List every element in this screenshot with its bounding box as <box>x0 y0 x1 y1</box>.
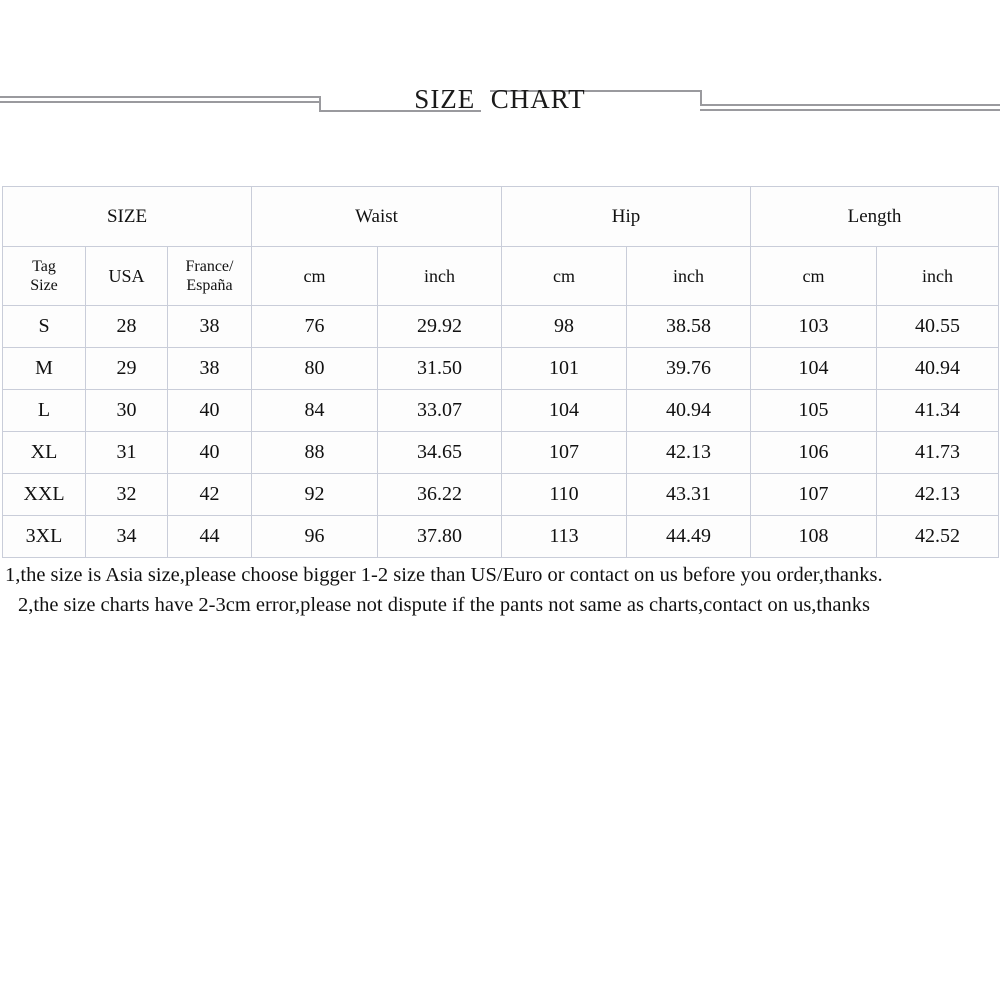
decorative-rule-left-lower-2 <box>405 110 481 112</box>
cell-tag-size: S <box>2 305 86 348</box>
cell-hip-cm: 107 <box>501 431 628 474</box>
sub-header-length-cm: cm <box>750 246 878 306</box>
cell-length-cm: 108 <box>750 515 878 558</box>
sub-header-row: Tag Size USA France/España cm inch cm inc… <box>2 246 1000 306</box>
cell-waist-inch: 36.22 <box>376 473 503 516</box>
cell-tag-size: XXL <box>2 473 86 516</box>
group-header-waist: Waist <box>250 186 503 247</box>
cell-france-espana: 38 <box>167 305 252 348</box>
group-header-row: SIZE Waist Hip Length <box>2 186 1000 247</box>
footnote-2: 2,the size charts have 2-3cm error,pleas… <box>18 594 870 616</box>
cell-france-espana: 44 <box>167 515 252 558</box>
footnote-1: 1,the size is Asia size,please choose bi… <box>5 564 883 586</box>
cell-length-cm: 103 <box>750 305 878 348</box>
cell-hip-inch: 38.58 <box>626 305 752 348</box>
cell-length-inch: 40.94 <box>876 347 1000 390</box>
cell-hip-cm: 113 <box>501 515 628 558</box>
sub-header-usa: USA <box>85 246 168 306</box>
cell-usa: 29 <box>85 347 168 390</box>
footnotes: 1,the size is Asia size,please choose bi… <box>0 560 1000 620</box>
table-row: L 30 40 84 33.07 104 40.94 105 41.34 <box>2 389 1000 432</box>
cell-usa: 31 <box>85 431 168 474</box>
sub-header-tag-size: Tag Size <box>2 246 86 306</box>
table-row: M 29 38 80 31.50 101 39.76 104 40.94 <box>2 347 1000 390</box>
cell-waist-cm: 96 <box>251 515 378 558</box>
sub-header-hip-inch: inch <box>626 246 752 306</box>
cell-hip-cm: 101 <box>501 347 628 390</box>
cell-waist-inch: 31.50 <box>376 347 503 390</box>
group-header-hip: Hip <box>501 186 752 247</box>
cell-waist-cm: 92 <box>251 473 378 516</box>
page-title: SIZE CHART <box>414 84 586 114</box>
cell-length-inch: 40.55 <box>876 305 1000 348</box>
cell-tag-size: 3XL <box>2 515 86 558</box>
cell-length-cm: 107 <box>750 473 878 516</box>
cell-france-espana: 42 <box>167 473 252 516</box>
cell-tag-size: XL <box>2 431 86 474</box>
sub-header-length-inch: inch <box>876 246 1000 306</box>
cell-france-espana: 38 <box>167 347 252 390</box>
sub-header-hip-cm: cm <box>501 246 628 306</box>
cell-length-inch: 42.52 <box>876 515 1000 558</box>
cell-length-cm: 105 <box>750 389 878 432</box>
table-row: S 28 38 76 29.92 98 38.58 103 40.55 <box>2 305 1000 348</box>
cell-waist-inch: 29.92 <box>376 305 503 348</box>
cell-hip-inch: 42.13 <box>626 431 752 474</box>
decorative-rule-right-lower-2 <box>700 109 1000 111</box>
size-chart-body: S 28 38 76 29.92 98 38.58 103 40.55 M 29 38 80 31.50 1… <box>2 305 1000 558</box>
cell-waist-inch: 37.80 <box>376 515 503 558</box>
cell-hip-inch: 40.94 <box>626 389 752 432</box>
cell-hip-cm: 110 <box>501 473 628 516</box>
cell-hip-cm: 104 <box>501 389 628 432</box>
cell-length-cm: 106 <box>750 431 878 474</box>
cell-tag-size: L <box>2 389 86 432</box>
decorative-rule-left-upper-1 <box>0 96 320 98</box>
cell-usa: 30 <box>85 389 168 432</box>
title-decoration: SIZE CHART <box>0 82 1000 128</box>
decorative-rule-left-step <box>319 96 321 112</box>
table-row: 3XL 34 44 96 37.80 113 44.49 108 42.52 <box>2 515 1000 558</box>
cell-length-cm: 104 <box>750 347 878 390</box>
cell-waist-inch: 34.65 <box>376 431 503 474</box>
cell-length-inch: 41.73 <box>876 431 1000 474</box>
cell-waist-cm: 80 <box>251 347 378 390</box>
cell-france-espana: 40 <box>167 389 252 432</box>
decorative-rule-left-lower-1 <box>319 110 479 112</box>
decorative-rule-right-step <box>700 90 702 106</box>
cell-france-espana: 40 <box>167 431 252 474</box>
cell-waist-cm: 88 <box>251 431 378 474</box>
size-chart-table: SIZE Waist Hip Length Tag Size USA France… <box>2 186 1000 558</box>
cell-waist-cm: 76 <box>251 305 378 348</box>
sub-header-waist-inch: inch <box>376 246 503 306</box>
cell-usa: 32 <box>85 473 168 516</box>
group-header-size: SIZE <box>2 186 252 247</box>
cell-length-inch: 41.34 <box>876 389 1000 432</box>
cell-length-inch: 42.13 <box>876 473 1000 516</box>
group-header-length: Length <box>750 186 1000 247</box>
sub-header-waist-cm: cm <box>251 246 378 306</box>
decorative-rule-right-upper <box>490 90 702 92</box>
cell-usa: 34 <box>85 515 168 558</box>
cell-hip-inch: 43.31 <box>626 473 752 516</box>
cell-hip-cm: 98 <box>501 305 628 348</box>
table-row: XL 31 40 88 34.65 107 42.13 106 41.73 <box>2 431 1000 474</box>
cell-hip-inch: 39.76 <box>626 347 752 390</box>
decorative-rule-left-upper-2 <box>0 101 320 103</box>
cell-usa: 28 <box>85 305 168 348</box>
table-row: XXL 32 42 92 36.22 110 43.31 107 42.13 <box>2 473 1000 516</box>
cell-waist-inch: 33.07 <box>376 389 503 432</box>
decorative-rule-right-lower-1 <box>700 104 1000 106</box>
cell-waist-cm: 84 <box>251 389 378 432</box>
cell-hip-inch: 44.49 <box>626 515 752 558</box>
cell-tag-size: M <box>2 347 86 390</box>
sub-header-france-espana: France/España <box>167 246 252 306</box>
